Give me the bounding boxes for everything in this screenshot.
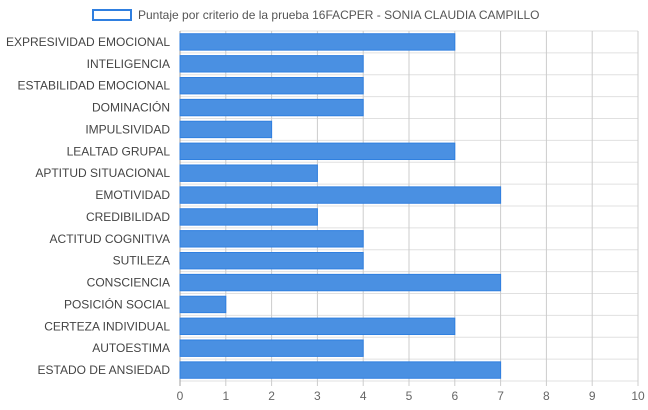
chart-legend[interactable]: Puntaje por criterio de la prueba 16FACP… [92, 6, 540, 24]
bar [179, 186, 502, 204]
bar [179, 361, 502, 379]
bar [179, 208, 318, 226]
category-label: SUTILEZA [113, 254, 170, 268]
x-tick-label: 10 [631, 389, 645, 403]
category-label: CONSCIENCIA [87, 276, 170, 290]
category-label: LEALTAD GRUPAL [67, 144, 171, 158]
category-label: AUTOESTIMA [92, 341, 170, 355]
bar [179, 273, 502, 292]
bar [179, 55, 364, 73]
category-label: EXPRESIVIDAD EMOCIONAL [6, 35, 170, 49]
category-label: DOMINACIÓN [92, 100, 170, 115]
category-label: ESTABILIDAD EMOCIONAL [18, 79, 171, 93]
bar [179, 317, 456, 336]
category-label: CERTEZA INDIVIDUAL [44, 319, 170, 333]
x-tick-label: 0 [177, 389, 184, 403]
category-label: INTELIGENCIA [87, 57, 170, 71]
category-label: ESTADO DE ANSIEDAD [38, 363, 171, 377]
bar [179, 339, 364, 357]
x-tick-label: 9 [589, 389, 596, 403]
bar [179, 142, 456, 161]
bar [179, 76, 364, 95]
x-tick-label: 5 [406, 389, 413, 403]
category-label: ACTITUD COGNITIVA [50, 232, 170, 246]
category-label: CREDIBILIDAD [86, 210, 170, 224]
x-tick-label: 1 [222, 389, 229, 403]
x-tick-label: 4 [360, 389, 367, 403]
bar [179, 164, 318, 182]
x-tick-label: 6 [451, 389, 458, 403]
legend-swatch [92, 9, 132, 21]
x-tick-label: 3 [314, 389, 321, 403]
bar [179, 98, 364, 117]
x-tick-label: 7 [497, 389, 504, 403]
bar [179, 33, 456, 51]
category-label: POSICIÓN SOCIAL [64, 296, 170, 311]
bar [179, 295, 227, 314]
category-label: IMPULSIVIDAD [85, 122, 170, 136]
x-tick-label: 2 [268, 389, 275, 403]
bar [179, 120, 273, 139]
legend-label: Puntaje por criterio de la prueba 16FACP… [138, 8, 540, 22]
category-label: APTITUD SITUACIONAL [35, 166, 170, 180]
bar [179, 230, 364, 248]
category-label: EMOTIVIDAD [95, 188, 170, 202]
x-tick-label: 8 [543, 389, 550, 403]
bar [179, 251, 364, 270]
